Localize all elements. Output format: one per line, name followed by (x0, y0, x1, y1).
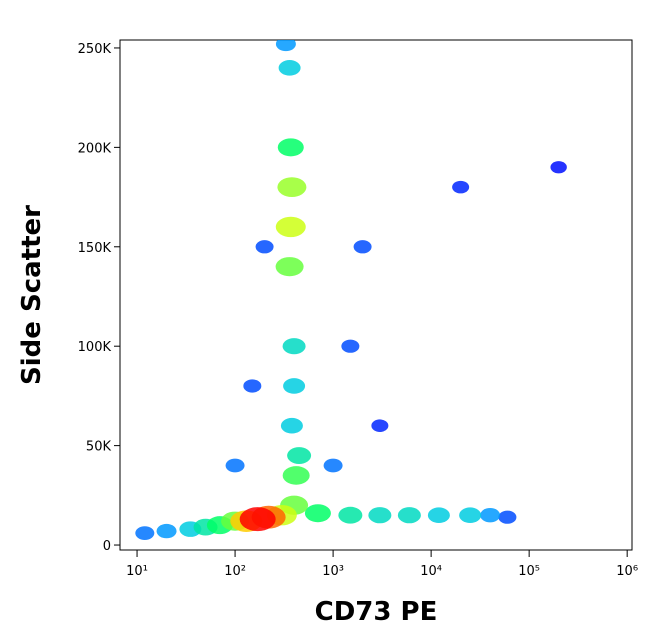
y-tick-label: 50K (86, 440, 112, 455)
point (353, 240, 372, 254)
point (498, 510, 517, 524)
point (397, 507, 421, 524)
point (283, 378, 306, 394)
point (275, 40, 296, 52)
y-tick-label: 100K (78, 340, 112, 355)
point (371, 419, 389, 433)
point (277, 177, 307, 198)
point (225, 458, 245, 473)
y-axis-label: Side Scatter (17, 205, 47, 385)
point (282, 338, 306, 355)
point (338, 506, 363, 524)
point (341, 339, 360, 353)
point (480, 508, 501, 523)
point (243, 379, 262, 393)
x-tick-label: 10⁴ (420, 564, 442, 579)
point (239, 507, 276, 532)
y-tick-label: 0 (103, 539, 111, 554)
point (255, 240, 274, 254)
point (550, 161, 567, 174)
point (280, 417, 303, 434)
x-tick-label: 10¹ (126, 564, 148, 579)
point (459, 507, 482, 524)
point (427, 507, 450, 524)
point (277, 138, 304, 157)
point (452, 180, 470, 194)
plot-frame (119, 39, 633, 551)
y-tick-label: 150K (78, 241, 112, 256)
point (278, 60, 301, 76)
point (323, 458, 343, 473)
y-tick-label: 200K (78, 141, 112, 156)
point (275, 216, 306, 238)
x-tick-label: 10⁶ (616, 564, 638, 579)
x-tick-label: 10² (224, 564, 246, 579)
x-axis-label: CD73 PE (315, 597, 438, 627)
point (135, 526, 155, 540)
x-tick-label: 10³ (322, 564, 344, 579)
point (287, 447, 312, 464)
point (275, 257, 304, 277)
point (368, 507, 392, 524)
y-tick-label: 250K (78, 42, 112, 57)
points (135, 40, 567, 540)
point (304, 504, 331, 523)
x-tick-label: 10⁵ (518, 564, 540, 579)
point (282, 466, 310, 485)
point (156, 523, 177, 539)
